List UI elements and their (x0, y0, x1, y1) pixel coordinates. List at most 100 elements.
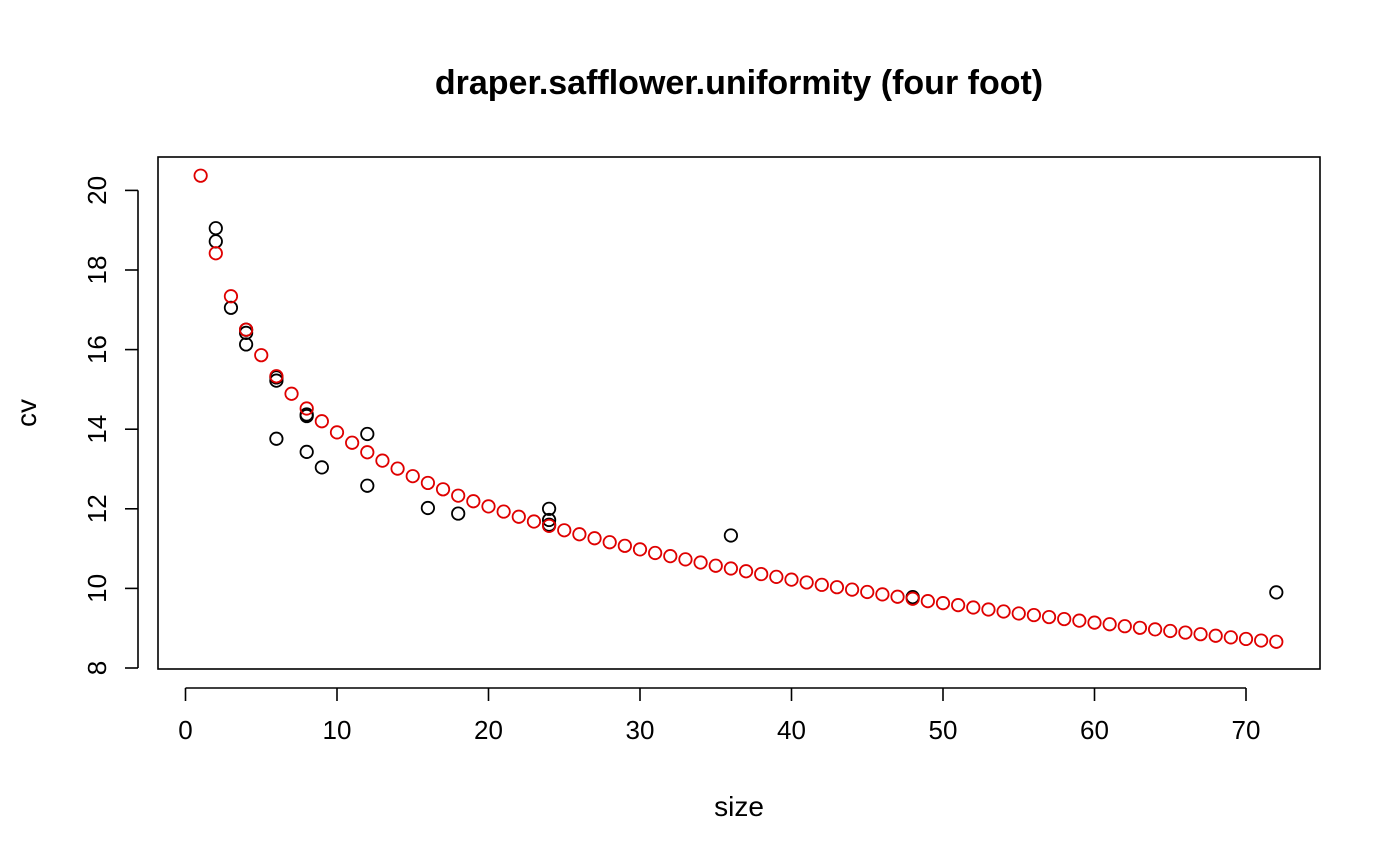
x-tick-label: 30 (626, 715, 655, 745)
data-point-series-2 (617, 538, 632, 553)
data-point-series-1 (299, 444, 314, 459)
plot-frame (157, 156, 1321, 670)
data-point-series-2 (935, 596, 951, 611)
data-point-series-2 (723, 561, 739, 576)
data-point-series-2 (678, 552, 693, 567)
y-axis-label: cv (11, 399, 42, 427)
data-point-series-2 (1208, 628, 1223, 643)
data-point-series-2 (526, 514, 542, 529)
data-point-series-2 (1193, 627, 1208, 642)
data-point-series-2 (466, 494, 481, 509)
data-point-series-2 (920, 594, 935, 609)
data-point-series-1 (541, 512, 557, 528)
chart-title: draper.safflower.uniformity (four foot) (435, 64, 1043, 102)
y-tick-label: 14 (82, 415, 112, 444)
data-point-series-2 (1102, 617, 1117, 632)
data-point-series-2 (1026, 607, 1042, 623)
data-point-series-1 (451, 506, 466, 521)
x-tick-label: 10 (323, 715, 352, 745)
data-point-series-2 (1269, 634, 1284, 649)
data-point-series-1 (360, 478, 375, 493)
data-point-series-2 (284, 386, 299, 401)
data-point-series-2 (208, 246, 223, 261)
data-point-series-2 (314, 414, 329, 429)
data-point-series-2 (572, 527, 587, 542)
data-point-series-2 (557, 523, 572, 538)
data-point-series-2 (1132, 620, 1148, 635)
data-point-series-2 (860, 584, 875, 600)
data-point-series-2 (420, 475, 435, 491)
data-point-series-1 (269, 373, 284, 388)
data-point-series-1 (208, 234, 223, 249)
data-point-series-2 (693, 555, 708, 570)
data-point-series-1 (314, 460, 329, 475)
data-point-series-2 (1087, 615, 1102, 630)
x-tick-label: 60 (1080, 715, 1109, 745)
x-tick-label: 70 (1232, 715, 1261, 745)
data-point-series-2 (1041, 609, 1057, 625)
data-point-series-2 (481, 499, 496, 514)
x-tick-label: 0 (178, 715, 192, 745)
x-tick-label: 40 (777, 715, 806, 745)
data-point-series-2 (829, 580, 845, 595)
data-point-series-2 (496, 504, 511, 519)
y-axis: 8 10 12 14 16 18 20 (82, 176, 139, 675)
data-point-series-2 (435, 482, 451, 497)
data-point-series-2 (1072, 613, 1087, 628)
data-point-series-2 (905, 591, 920, 606)
data-point-series-2 (632, 542, 648, 557)
data-point-series-2 (1238, 631, 1254, 647)
data-point-series-2 (390, 461, 405, 476)
data-point-series-1 (269, 431, 284, 446)
y-tick-label: 10 (82, 574, 112, 603)
data-point-series-2 (451, 488, 466, 503)
data-point-series-2 (269, 369, 284, 384)
x-tick-label: 50 (929, 715, 958, 745)
y-tick-label: 16 (82, 335, 112, 364)
data-point-series-2 (1163, 623, 1178, 639)
data-point-series-2 (966, 600, 981, 615)
data-point-series-1 (299, 408, 314, 424)
data-point-series-2 (223, 289, 239, 304)
data-point-series-2 (375, 453, 390, 468)
y-tick-label: 12 (82, 494, 112, 523)
data-point-series-2 (769, 569, 784, 584)
data-point-series-2 (511, 509, 526, 524)
y-tick-label: 8 (82, 661, 112, 675)
y-tick-label: 20 (82, 176, 112, 205)
data-point-series-2 (193, 168, 208, 183)
data-point-series-2 (587, 531, 602, 546)
data-point-series-2 (996, 604, 1011, 619)
data-point-series-2 (648, 545, 663, 561)
data-point-series-2 (1057, 611, 1072, 627)
data-point-series-2 (254, 348, 269, 363)
data-point-series-2 (541, 518, 557, 534)
data-points (193, 168, 1284, 649)
data-point-series-2 (890, 589, 905, 604)
data-point-series-2 (239, 322, 254, 337)
data-point-series-2 (1178, 625, 1193, 640)
data-point-series-2 (981, 602, 996, 617)
data-point-series-2 (1117, 619, 1132, 634)
data-point-series-1 (420, 500, 435, 516)
data-point-series-2 (299, 401, 314, 416)
data-point-series-1 (239, 337, 254, 352)
data-point-series-2 (844, 582, 860, 597)
data-point-series-1 (1269, 585, 1284, 600)
data-point-series-2 (345, 435, 360, 450)
data-point-series-2 (799, 575, 814, 590)
data-point-series-2 (784, 572, 799, 587)
y-tick-label: 18 (82, 256, 112, 285)
data-point-series-2 (708, 558, 723, 573)
data-point-series-2 (1011, 606, 1026, 621)
data-point-series-2 (329, 425, 345, 440)
data-point-series-1 (223, 300, 239, 315)
data-point-series-1 (360, 426, 375, 442)
data-point-series-2 (814, 577, 829, 592)
data-point-series-2 (951, 598, 966, 613)
data-point-series-2 (1254, 633, 1269, 648)
data-point-series-1 (723, 528, 739, 543)
data-point-series-2 (1223, 630, 1238, 645)
data-point-series-2 (875, 587, 890, 602)
